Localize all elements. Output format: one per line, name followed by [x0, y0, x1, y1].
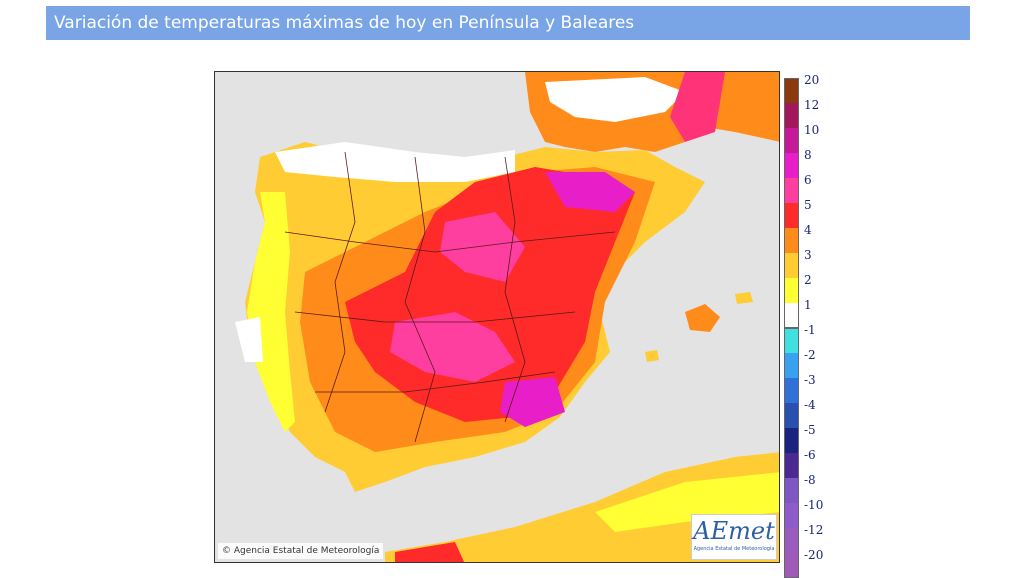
legend-swatch	[784, 128, 799, 153]
hottest-zone-northeast	[545, 172, 635, 212]
page-title: Variación de temperaturas máximas de hoy…	[46, 6, 970, 40]
legend-label: 3	[804, 248, 812, 262]
legend-item: -20	[782, 548, 842, 578]
legend-label: -12	[804, 523, 824, 537]
legend-item: -4	[782, 398, 842, 428]
legend-swatch	[784, 278, 799, 303]
legend-item: 6	[782, 173, 842, 203]
legend-item: -12	[782, 523, 842, 553]
legend-label: -20	[804, 548, 824, 562]
logo-subtext: Agencia Estatal de Meteorología	[693, 546, 775, 552]
legend-swatch	[784, 78, 799, 103]
legend-item: -8	[782, 473, 842, 503]
north-africa-hot-zone	[395, 542, 465, 562]
menorca-island	[735, 292, 753, 304]
legend-item: 12	[782, 98, 842, 128]
legend-swatch	[784, 353, 799, 378]
legend-item: -10	[782, 498, 842, 528]
legend-item: -5	[782, 423, 842, 453]
legend-label: -4	[804, 398, 816, 412]
color-legend: 20 12 10 8 6 5 4 3 2 1 -1 -2 -3 -4 -5 -6 -8 -10 -12 -20	[782, 73, 842, 578]
legend-label: 8	[804, 148, 812, 162]
north-africa-region	[385, 452, 779, 562]
france-hot-zone	[670, 72, 725, 142]
map-canvas	[215, 72, 779, 562]
legend-negative-scale	[784, 328, 799, 578]
legend-item: 8	[782, 148, 842, 178]
legend-swatch	[784, 428, 799, 453]
legend-label: 6	[804, 173, 812, 187]
portugal-zone	[247, 192, 295, 432]
legend-item: -1	[782, 323, 842, 353]
legend-item: 2	[782, 273, 842, 303]
legend-label: 1	[804, 298, 812, 312]
legend-label: -10	[804, 498, 824, 512]
legend-label: 5	[804, 198, 812, 212]
hottest-zone-south	[390, 312, 515, 382]
legend-swatch	[784, 153, 799, 178]
region-boundaries	[284, 151, 616, 443]
legend-swatch	[784, 528, 799, 553]
legend-label: -3	[804, 373, 816, 387]
legend-label: -5	[804, 423, 816, 437]
legend-swatch	[784, 178, 799, 203]
legend-label: -6	[804, 448, 816, 462]
legend-item: -3	[782, 373, 842, 403]
legend-swatch	[784, 503, 799, 528]
legend-label: -8	[804, 473, 816, 487]
lisbon-neutral-zone	[235, 317, 263, 362]
legend-label: 12	[804, 98, 820, 112]
legend-swatch	[784, 253, 799, 278]
copyright-text: © Agencia Estatal de Meteorología	[218, 543, 384, 559]
legend-label: 4	[804, 223, 812, 237]
legend-item: 1	[782, 298, 842, 328]
temperature-map: © Agencia Estatal de Meteorología AEmet …	[214, 71, 780, 563]
legend-swatch	[784, 553, 799, 578]
legend-item: -6	[782, 448, 842, 478]
ibiza-island	[645, 350, 659, 362]
legend-label: 10	[804, 123, 820, 137]
legend-swatch	[784, 328, 799, 353]
legend-item: 20	[782, 73, 842, 103]
legend-label: -2	[804, 348, 816, 362]
legend-label: -1	[804, 323, 816, 337]
hottest-zone-center	[440, 212, 525, 282]
legend-swatch	[784, 203, 799, 228]
north-coast-neutral	[275, 142, 515, 182]
north-africa-coast	[595, 472, 779, 532]
france-neutral-zone	[545, 77, 685, 122]
aemet-logo: AEmet Agencia Estatal de Meteorología	[691, 514, 777, 560]
legend-item: -2	[782, 348, 842, 378]
legend-swatch	[784, 303, 799, 328]
legend-swatch	[784, 228, 799, 253]
mallorca-island	[685, 304, 720, 332]
legend-swatch	[784, 403, 799, 428]
legend-swatch	[784, 478, 799, 503]
legend-swatch	[784, 103, 799, 128]
legend-item: 3	[782, 248, 842, 278]
logo-text: AEmet	[693, 517, 775, 545]
legend-positive-scale	[784, 78, 799, 328]
legend-item: 4	[782, 223, 842, 253]
legend-label: 2	[804, 273, 812, 287]
legend-swatch	[784, 378, 799, 403]
legend-swatch	[784, 453, 799, 478]
legend-label: 20	[804, 73, 820, 87]
legend-item: 5	[782, 198, 842, 228]
legend-item: 10	[782, 123, 842, 153]
